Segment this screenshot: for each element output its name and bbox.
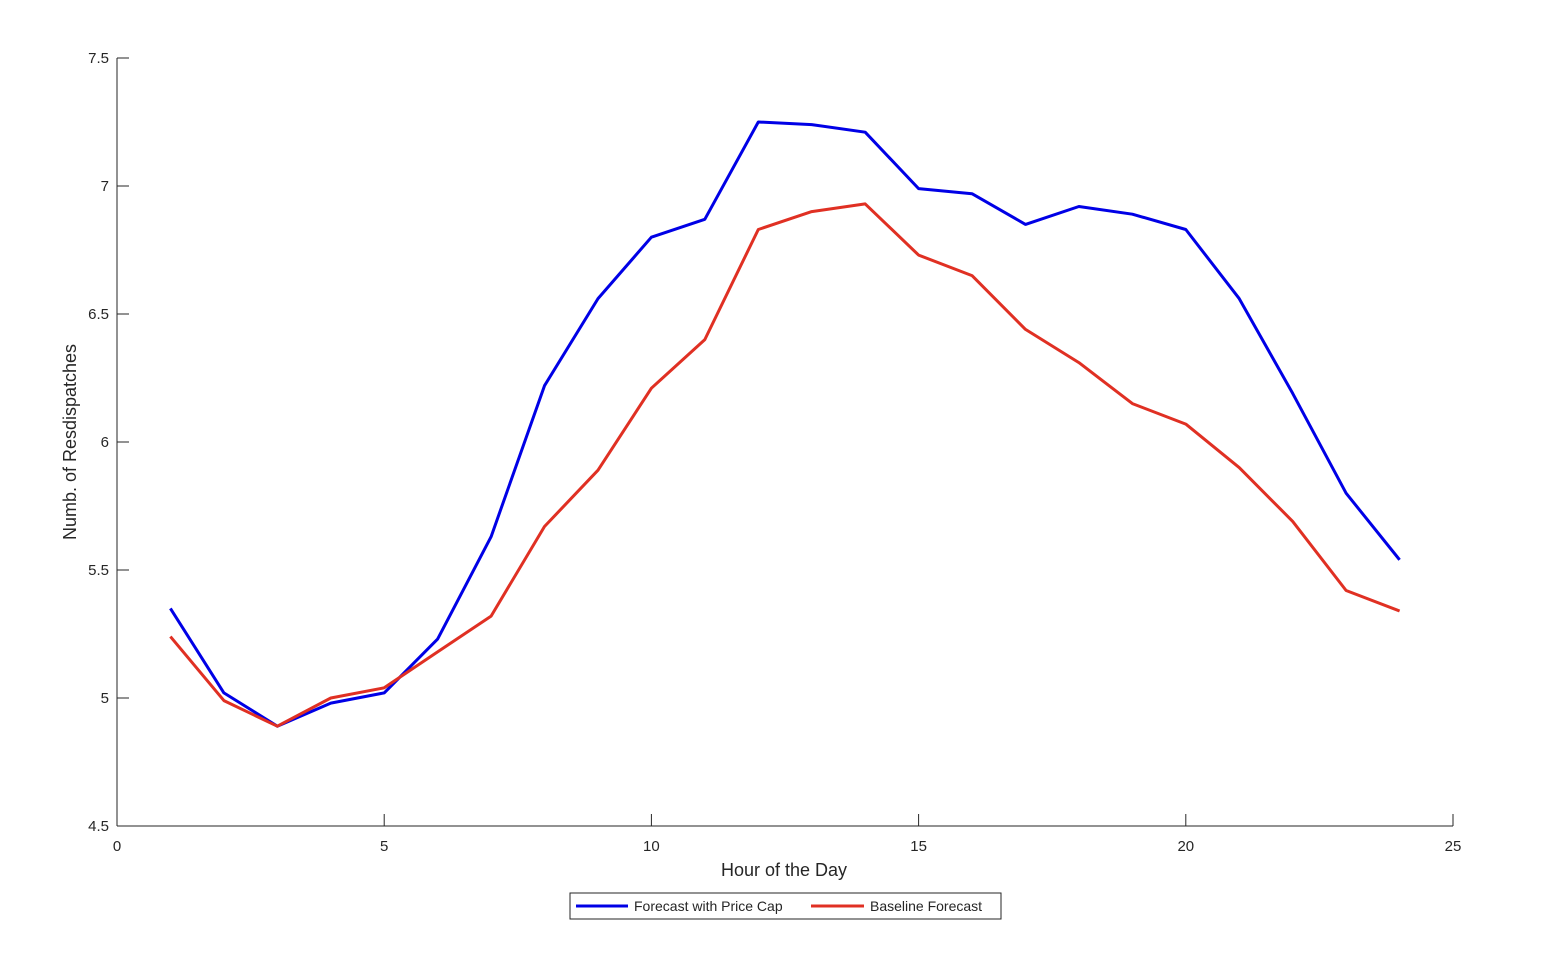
x-tick-label: 10 <box>643 838 660 855</box>
x-tick-label: 15 <box>910 838 927 855</box>
y-tick-label: 6.5 <box>88 306 109 323</box>
x-tick-label: 5 <box>380 838 388 855</box>
series-line-2 <box>169 202 1401 728</box>
y-tick-label: 5.5 <box>88 562 109 579</box>
y-axis-label: Numb. of Resdispatches <box>60 344 80 540</box>
legend: Forecast with Price Cap Baseline Forecast <box>569 892 1002 920</box>
y-tick-label: 6 <box>101 434 109 451</box>
y-tick-label: 4.5 <box>88 818 109 835</box>
x-tick-label: 20 <box>1177 838 1194 855</box>
legend-label-2: Baseline Forecast <box>870 898 982 914</box>
y-tick-label: 7.5 <box>88 50 109 67</box>
legend-label-1: Forecast with Price Cap <box>634 898 783 914</box>
x-tick-label: 25 <box>1445 838 1462 855</box>
y-tick-label: 7 <box>101 178 109 195</box>
x-axis-label: Hour of the Day <box>721 860 847 880</box>
series-line-1 <box>169 120 1401 728</box>
legend-box <box>569 892 1002 920</box>
series-lines <box>169 120 1401 728</box>
axes: 0 5 10 15 20 25 4.5 5 5.5 6 6.5 7 7.5 <box>88 50 1461 855</box>
x-tick-label: 0 <box>113 838 121 855</box>
y-tick-label: 5 <box>101 690 109 707</box>
